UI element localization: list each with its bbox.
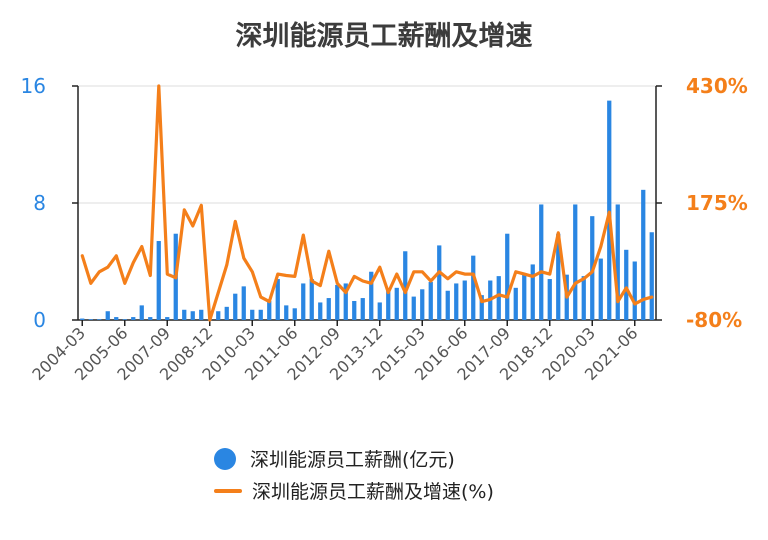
bar — [114, 317, 119, 320]
bar — [471, 255, 476, 320]
bar — [386, 290, 391, 320]
left-axis-tick-label: 0 — [33, 308, 46, 332]
bar — [88, 319, 93, 320]
bar — [479, 295, 484, 320]
bar — [547, 279, 552, 320]
bar — [97, 319, 102, 320]
bar — [326, 298, 331, 320]
bar — [641, 189, 646, 320]
bar — [615, 204, 620, 320]
bar — [522, 273, 527, 320]
bar — [182, 309, 187, 320]
legend-line-swatch — [214, 488, 242, 493]
bar — [241, 286, 246, 320]
bar — [258, 309, 263, 320]
bar — [513, 287, 518, 320]
bar — [190, 311, 195, 320]
bar — [139, 305, 144, 320]
bar — [649, 232, 654, 320]
bar — [275, 279, 280, 320]
bar — [377, 302, 382, 320]
bar — [462, 280, 467, 320]
bar — [335, 284, 340, 320]
bar — [632, 261, 637, 320]
chart-title: 深圳能源员工薪酬及增速 — [235, 21, 533, 52]
bar — [369, 271, 374, 320]
bar — [505, 233, 510, 320]
bar — [131, 317, 136, 320]
bar — [445, 290, 450, 320]
legend-label-growth: 深圳能源员工薪酬及增速(%) — [252, 481, 494, 503]
bar — [573, 204, 578, 320]
bar — [301, 283, 306, 320]
right-axis-tick-label: 175% — [686, 191, 748, 215]
bar — [292, 308, 297, 320]
bar — [233, 293, 238, 320]
right-axis-tick-label: 430% — [686, 74, 748, 98]
bar — [224, 306, 229, 320]
bar — [267, 300, 272, 320]
bar — [454, 283, 459, 320]
bar — [403, 251, 408, 320]
bar — [530, 264, 535, 320]
bar — [420, 289, 425, 320]
bar — [598, 258, 603, 320]
bar — [607, 100, 612, 320]
bar — [199, 309, 204, 320]
bar — [309, 279, 314, 320]
bar — [250, 309, 255, 320]
bar — [80, 318, 85, 320]
bar — [216, 311, 221, 320]
legend-bar-swatch — [214, 447, 236, 470]
bar — [624, 249, 629, 320]
left-axis-tick-label: 8 — [33, 191, 46, 215]
bar — [394, 287, 399, 320]
bar — [539, 204, 544, 320]
legend-item-salary[interactable]: 深圳能源员工薪酬(亿元) — [214, 445, 455, 472]
bar — [352, 300, 357, 320]
bar — [105, 311, 110, 320]
legend-item-growth[interactable]: 深圳能源员工薪酬及增速(%) — [214, 477, 494, 504]
bar — [148, 317, 153, 320]
bar — [428, 281, 433, 320]
left-axis-tick-label: 16 — [21, 74, 46, 98]
bar — [556, 233, 561, 320]
bar — [156, 241, 161, 320]
bar — [360, 298, 365, 320]
bar — [496, 276, 501, 320]
bar — [581, 276, 586, 320]
bar — [122, 319, 127, 320]
right-axis-tick-label: -80% — [686, 308, 742, 332]
bar — [318, 302, 323, 320]
legend-label-salary: 深圳能源员工薪酬(亿元) — [250, 449, 455, 471]
bar — [343, 283, 348, 320]
growth-series-line — [80, 84, 654, 322]
bar — [284, 305, 289, 320]
bar — [165, 317, 170, 320]
bar — [411, 296, 416, 320]
bar — [437, 245, 442, 320]
